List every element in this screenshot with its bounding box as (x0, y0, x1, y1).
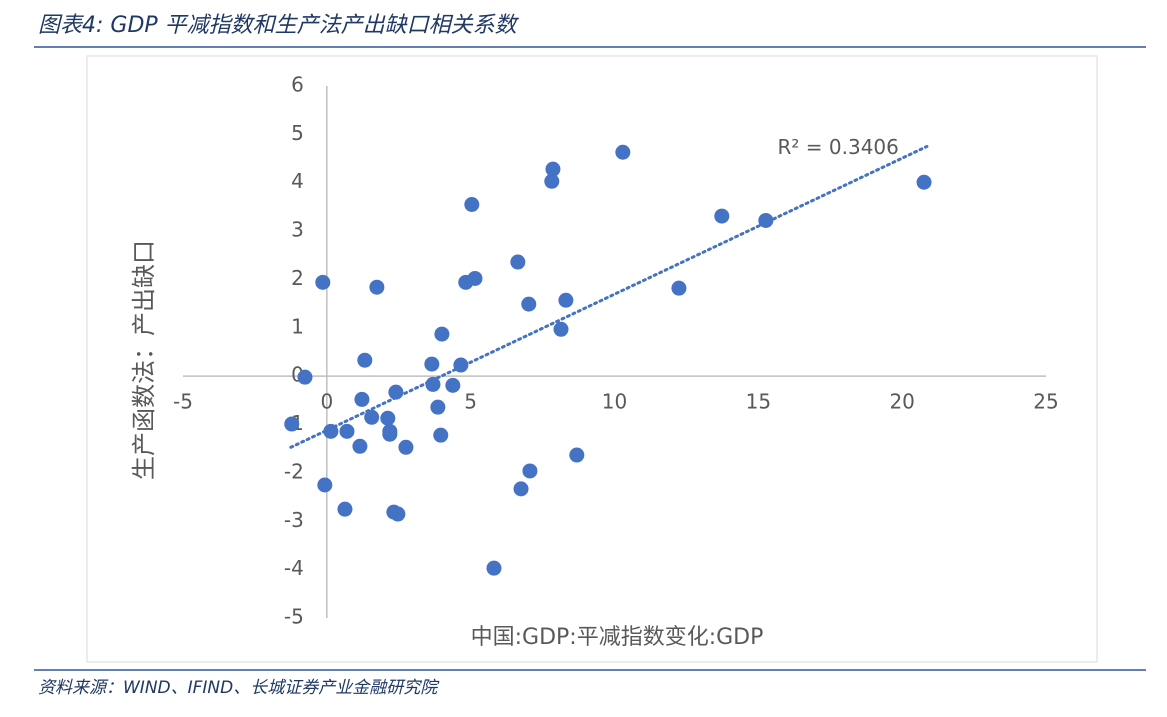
scatter-point (369, 279, 385, 295)
x-tick-label: 25 (1033, 390, 1058, 414)
scatter-point (357, 352, 373, 368)
scatter-point (510, 254, 526, 270)
scatter-point (513, 481, 529, 497)
scatter-point (521, 296, 537, 312)
scatter-point (464, 196, 480, 212)
scatter-point (323, 423, 339, 439)
y-tick-label: -5 (284, 605, 304, 629)
scatter-point (354, 391, 370, 407)
scatter-point (382, 426, 398, 442)
plot-frame (86, 55, 1098, 663)
scatter-point (486, 560, 502, 576)
y-tick-label: -4 (284, 556, 304, 580)
scatter-point (758, 212, 774, 228)
scatter-point (364, 409, 380, 425)
source: 资料来源：WIND、IFIND、长城证券产业金融研究院 (38, 678, 440, 698)
scatter-point (390, 506, 406, 522)
scatter-point (553, 321, 569, 337)
scatter-point (671, 280, 687, 296)
x-tick-label: 20 (889, 390, 914, 414)
scatter-point (433, 427, 449, 443)
scatter-point (380, 410, 396, 426)
scatter-point (317, 477, 333, 493)
x-tick-label: -5 (173, 390, 193, 414)
scatter-point (545, 161, 561, 177)
scatter-point (297, 369, 313, 385)
scatter-point (453, 357, 469, 373)
scatter-point (467, 270, 483, 286)
scatter-point (916, 174, 932, 190)
y-axis-label: 生产函数法：产出缺口 (130, 240, 158, 480)
y-tick-label: 6 (291, 73, 304, 97)
y-tick-label: 1 (291, 314, 304, 338)
y-tick-label: 4 (291, 169, 304, 193)
scatter-point (425, 376, 441, 392)
scatter-point (434, 326, 450, 342)
scatter-point (714, 208, 730, 224)
scatter-point (430, 399, 446, 415)
scatter-point (569, 447, 585, 463)
y-tick-label: 3 (291, 218, 304, 242)
scatter-point (445, 377, 461, 393)
scatter-point (398, 439, 414, 455)
scatter-point (315, 274, 331, 290)
scatter-point (558, 292, 574, 308)
x-tick-label: 10 (602, 390, 627, 414)
scatter-point (424, 356, 440, 372)
scatter-point (339, 423, 355, 439)
chart-title: 图表4: GDP 平减指数和生产法产出缺口相关系数 (38, 13, 520, 38)
scatter-point (615, 144, 631, 160)
scatter-point (284, 416, 300, 432)
scatter-point (388, 384, 404, 400)
y-tick-label: 5 (291, 121, 304, 145)
x-tick-label: 15 (746, 390, 771, 414)
y-tick-label: 2 (291, 266, 304, 290)
scatter-point (337, 501, 353, 517)
scatter-point (522, 463, 538, 479)
scatter-point (544, 173, 560, 189)
x-tick-label: 0 (320, 390, 333, 414)
x-tick-label: 5 (464, 390, 477, 414)
trendline-label: R² = 0.3406 (778, 135, 899, 159)
y-tick-label: -2 (284, 459, 304, 483)
scatter-point (352, 438, 368, 454)
x-axis-label: 中国:GDP:平减指数变化:GDP (471, 625, 764, 650)
y-tick-label: -3 (284, 508, 304, 532)
